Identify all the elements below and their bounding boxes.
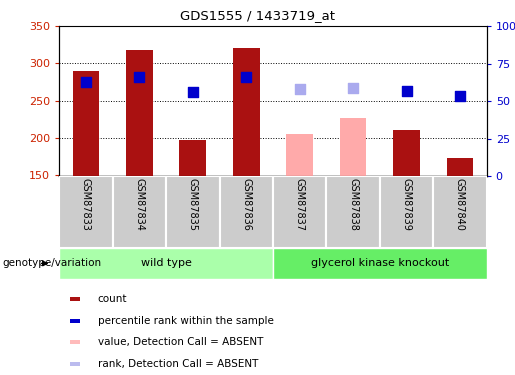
- Bar: [166, 176, 219, 248]
- Text: GSM87839: GSM87839: [402, 178, 411, 231]
- Bar: [233, 48, 260, 176]
- Bar: [393, 130, 420, 176]
- Bar: [126, 50, 153, 176]
- Text: GSM87838: GSM87838: [348, 178, 358, 231]
- Bar: [70, 340, 80, 344]
- Point: [349, 85, 357, 91]
- Bar: [380, 176, 433, 248]
- Text: genotype/variation: genotype/variation: [3, 258, 101, 268]
- Text: percentile rank within the sample: percentile rank within the sample: [98, 316, 274, 326]
- Text: GSM87840: GSM87840: [455, 178, 465, 231]
- Text: GSM87837: GSM87837: [295, 178, 305, 231]
- Bar: [70, 297, 80, 301]
- Bar: [59, 176, 113, 248]
- Text: count: count: [98, 294, 127, 304]
- Bar: [113, 176, 166, 248]
- Text: rank, Detection Call = ABSENT: rank, Detection Call = ABSENT: [98, 359, 258, 369]
- Bar: [73, 71, 99, 176]
- Bar: [286, 134, 313, 176]
- Text: GSM87834: GSM87834: [134, 178, 144, 231]
- Bar: [273, 248, 487, 279]
- Bar: [273, 176, 327, 248]
- Bar: [219, 176, 273, 248]
- Point: [242, 75, 250, 81]
- Bar: [447, 158, 473, 176]
- Point: [456, 93, 464, 99]
- Bar: [327, 176, 380, 248]
- Point: [135, 74, 144, 80]
- Bar: [70, 318, 80, 323]
- Bar: [70, 362, 80, 366]
- Bar: [59, 248, 273, 279]
- Point: [296, 86, 304, 92]
- Point: [82, 79, 90, 85]
- Text: wild type: wild type: [141, 258, 192, 268]
- Bar: [179, 140, 206, 176]
- Bar: [340, 118, 367, 176]
- Point: [402, 88, 410, 94]
- Point: [188, 89, 197, 95]
- Text: GSM87833: GSM87833: [81, 178, 91, 231]
- Text: value, Detection Call = ABSENT: value, Detection Call = ABSENT: [98, 337, 263, 347]
- Text: glycerol kinase knockout: glycerol kinase knockout: [311, 258, 449, 268]
- Text: GSM87835: GSM87835: [188, 178, 198, 231]
- Text: GSM87836: GSM87836: [241, 178, 251, 231]
- Text: GDS1555 / 1433719_at: GDS1555 / 1433719_at: [180, 9, 335, 22]
- Bar: [433, 176, 487, 248]
